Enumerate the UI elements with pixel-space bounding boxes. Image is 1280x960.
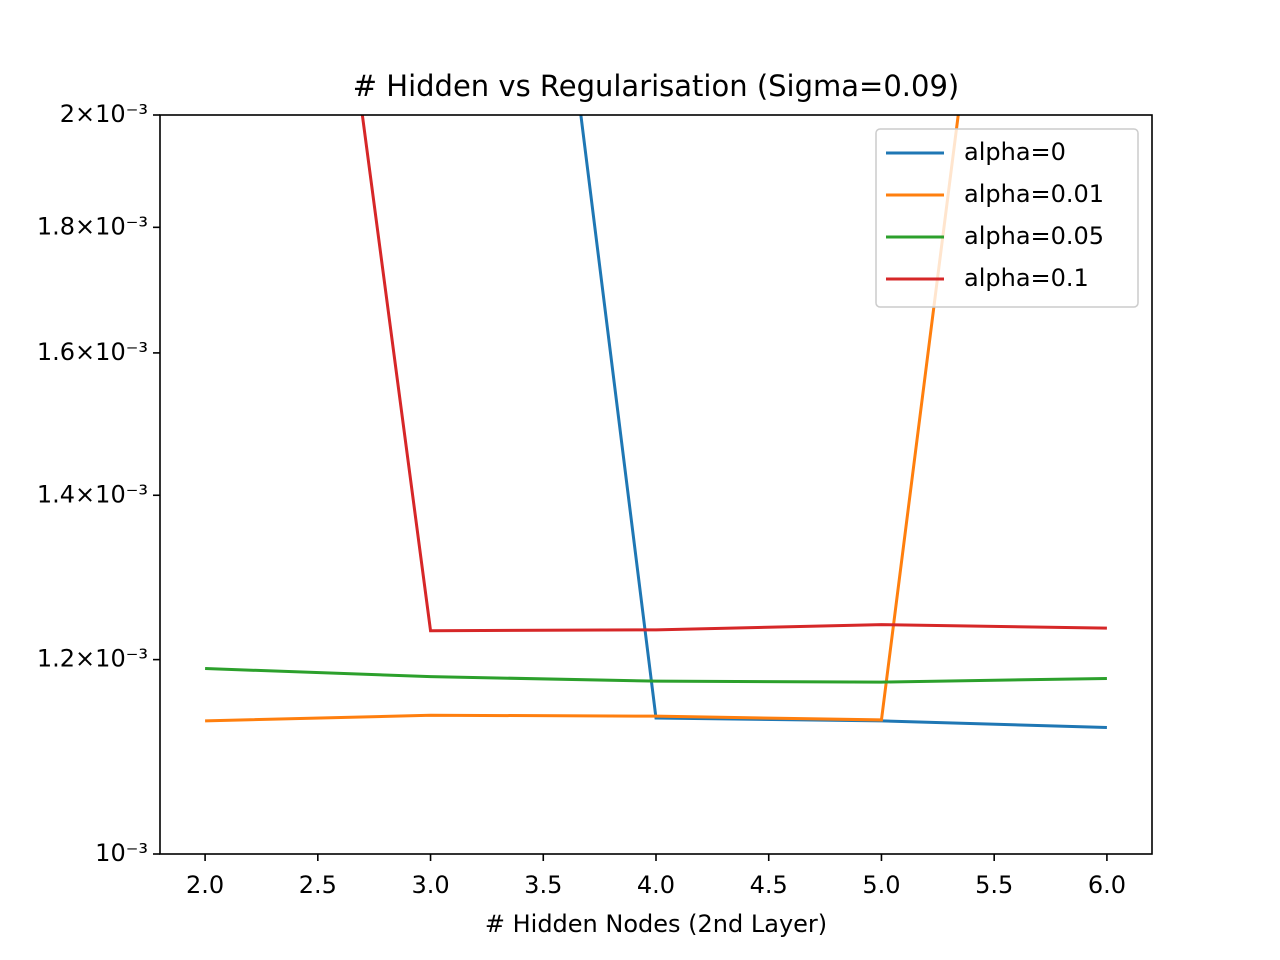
line-series bbox=[205, 115, 960, 723]
y-tick-label: 1.4×10⁻³ bbox=[37, 480, 148, 508]
x-tick-label: 4.5 bbox=[750, 871, 788, 899]
x-tick-label: 4.0 bbox=[637, 871, 675, 899]
legend-box bbox=[875, 128, 1139, 308]
line-series bbox=[360, 115, 1107, 633]
plot-area bbox=[205, 115, 1107, 729]
legend-label: alpha=0.1 bbox=[964, 264, 1089, 292]
x-tick-label: 5.0 bbox=[862, 871, 900, 899]
y-tick-label: 10⁻³ bbox=[95, 839, 148, 867]
x-tick-label: 3.5 bbox=[524, 871, 562, 899]
y-tick-label: 1.8×10⁻³ bbox=[37, 212, 148, 240]
y-tick-label: 1.6×10⁻³ bbox=[37, 338, 148, 366]
x-tick-label: 5.5 bbox=[975, 871, 1013, 899]
chart-title: # Hidden vs Regularisation (Sigma=0.09) bbox=[353, 69, 959, 103]
x-axis-label: # Hidden Nodes (2nd Layer) bbox=[485, 910, 827, 938]
line-series bbox=[205, 667, 1107, 684]
legend-label: alpha=0.01 bbox=[964, 180, 1104, 208]
legend-label: alpha=0 bbox=[964, 138, 1066, 166]
x-tick-label: 6.0 bbox=[1088, 871, 1126, 899]
x-tick-label: 2.5 bbox=[299, 871, 337, 899]
line-series bbox=[579, 115, 1107, 729]
x-tick-label: 2.0 bbox=[186, 871, 224, 899]
y-tick-label: 2×10⁻³ bbox=[60, 100, 148, 128]
legend-label: alpha=0.05 bbox=[964, 222, 1104, 250]
x-tick-label: 3.0 bbox=[411, 871, 449, 899]
y-tick-label: 1.2×10⁻³ bbox=[37, 645, 148, 673]
